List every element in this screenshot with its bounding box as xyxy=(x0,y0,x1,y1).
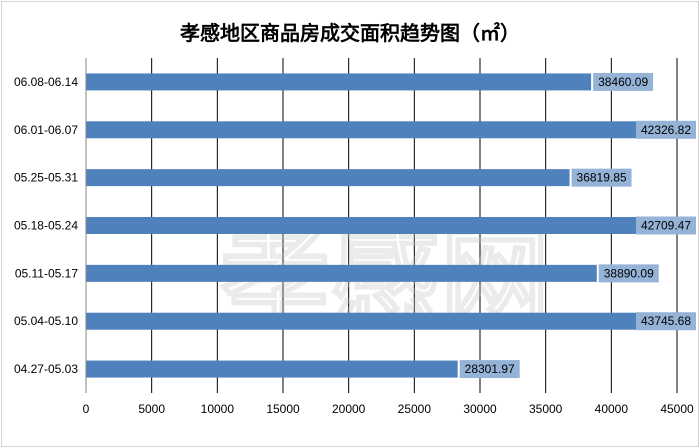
y-tick-label: 05.11-05.17 xyxy=(15,266,78,280)
bar xyxy=(86,360,458,378)
y-tick-label: 06.01-06.07 xyxy=(14,123,78,137)
bar xyxy=(86,217,647,234)
x-tick-label: 5000 xyxy=(138,402,165,416)
bar xyxy=(86,312,661,330)
x-tick-label: 15000 xyxy=(266,402,300,416)
y-tick-label: 05.04-05.10 xyxy=(14,314,78,328)
y-tick-label: 04.27-05.03 xyxy=(14,362,78,376)
bar xyxy=(86,264,597,282)
data-label-box xyxy=(459,360,520,379)
x-tick-labels: 0 5000 10000 15000 20000 25000 30000 35000 40000… xyxy=(83,402,694,416)
y-tick-label: 05.18-05.24 xyxy=(14,219,78,233)
y-tick-label: 05.25-05.31 xyxy=(14,171,78,185)
bars xyxy=(86,73,661,378)
x-tick-label: 0 xyxy=(83,402,90,416)
data-label: 42326.82 xyxy=(641,123,691,137)
data-label-box xyxy=(636,312,696,331)
x-tick-label: 10000 xyxy=(201,402,235,416)
data-labels: 38460.09 42326.82 36819.85 42709.47 38890.09… xyxy=(459,72,696,379)
data-label-box xyxy=(636,216,696,235)
data-label: 43745.68 xyxy=(641,314,691,328)
y-tick-labels: 06.08-06.14 06.01-06.07 05.25-05.31 05.18-0… xyxy=(14,75,78,376)
data-label: 28301.97 xyxy=(465,362,515,376)
x-tick-label: 20000 xyxy=(332,402,366,416)
x-tick-label: 30000 xyxy=(463,402,497,416)
bar xyxy=(86,169,570,187)
x-tick-label: 45000 xyxy=(660,402,694,416)
chart-title: 孝感地区商品房成交面积趋势图（㎡） xyxy=(179,21,520,45)
data-label: 38460.09 xyxy=(598,75,648,89)
data-label-box xyxy=(571,168,632,187)
x-tick-label: 35000 xyxy=(529,402,563,416)
data-label-box xyxy=(593,72,654,91)
data-label: 38890.09 xyxy=(604,266,654,280)
data-label-box xyxy=(636,120,696,139)
bar xyxy=(86,73,592,91)
y-tick-label: 06.08-06.14 xyxy=(14,75,78,89)
x-tick-label: 40000 xyxy=(595,402,629,416)
data-label: 36819.85 xyxy=(577,171,627,185)
data-label: 42709.47 xyxy=(641,219,691,233)
x-tick-label: 25000 xyxy=(398,402,432,416)
data-label-box xyxy=(598,264,659,283)
bar xyxy=(86,121,642,139)
